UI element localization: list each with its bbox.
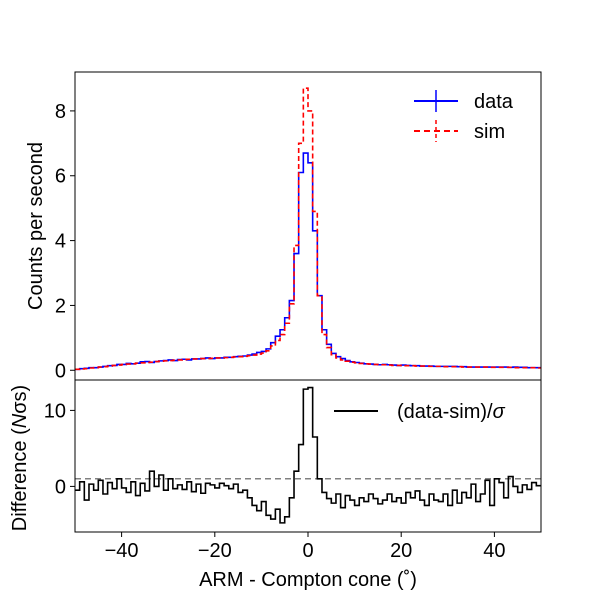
- top-series-group: [75, 87, 541, 371]
- bottom-x-ticks: −40 −20 0 20 40: [105, 532, 506, 562]
- x-axis-label: ARM - Compton cone (˚): [199, 569, 417, 591]
- legend-entry-data: data: [414, 90, 514, 113]
- bottom-y-ticks: 0 10: [44, 400, 75, 498]
- xtick-label: 0: [302, 540, 313, 562]
- xtick-label: −40: [105, 540, 139, 562]
- top-y-ticks: 0 2 4 6 8: [55, 101, 75, 382]
- top-ytick-label: 6: [55, 166, 66, 188]
- bottom-y-axis-label: Difference (Nσs): [9, 385, 31, 531]
- legend-label-data: data: [474, 91, 514, 113]
- series-difference-line: [75, 386, 541, 524]
- top-legend: data sim: [414, 90, 514, 143]
- top-ytick-label: 8: [55, 101, 66, 123]
- bottom-panel: 0 10 −40 −20 0 20 40 Difference (Nσs) ARM - C…: [9, 379, 542, 591]
- xtick-label: 40: [483, 540, 505, 562]
- top-panel: 0 2 4 6 8 Counts per second data sim: [25, 71, 542, 382]
- top-ytick-label: 4: [55, 231, 66, 253]
- top-ytick-label: 0: [55, 360, 66, 382]
- series-sim-line: [75, 87, 541, 371]
- top-ytick-label: 2: [55, 295, 66, 317]
- legend-entry-sim: sim: [414, 120, 505, 143]
- xtick-label: 20: [390, 540, 412, 562]
- bottom-ytick-label: 10: [44, 400, 66, 422]
- xtick-label: −20: [198, 540, 232, 562]
- bottom-legend: (data-sim)/σ: [334, 401, 506, 423]
- bottom-ytick-label: 0: [55, 476, 66, 498]
- legend-label-sim: sim: [474, 121, 505, 143]
- legend-label-diff: (data-sim)/σ: [397, 401, 506, 423]
- bottom-series-group: [75, 386, 541, 524]
- top-y-axis-label: Counts per second: [25, 142, 47, 310]
- series-data-line: [75, 152, 541, 371]
- top-axes-frame: [74, 71, 542, 381]
